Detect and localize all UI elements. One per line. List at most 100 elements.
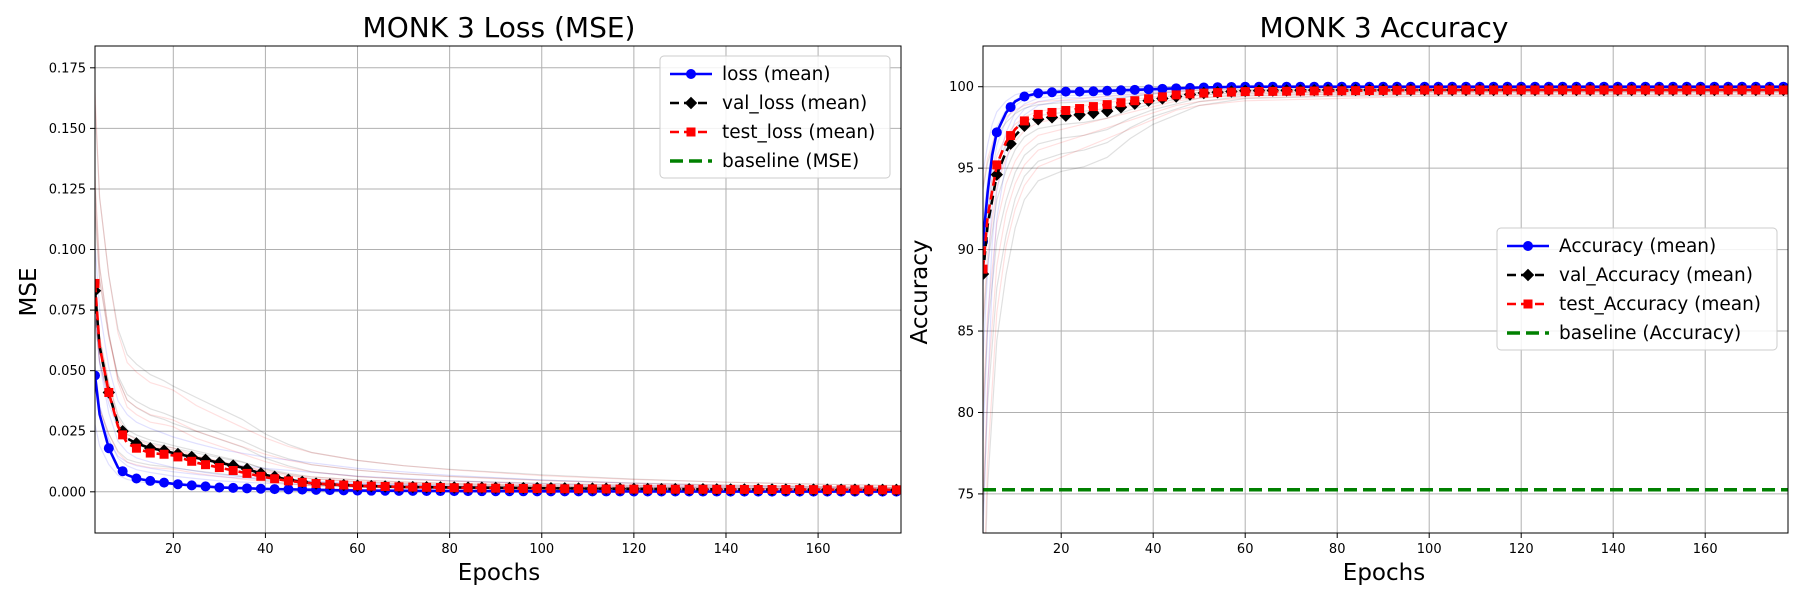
data-point [145, 448, 155, 458]
data-point [1709, 85, 1719, 95]
x-tick-label: 140 [1601, 542, 1626, 557]
data-point [422, 482, 432, 492]
accuracy-series-0 [983, 81, 1788, 247]
data-point [366, 481, 376, 491]
data-point [1047, 87, 1057, 98]
data-point [380, 481, 390, 491]
data-point [1696, 85, 1706, 95]
data-point [532, 484, 542, 494]
data-point [1295, 86, 1305, 96]
legend-marker [1521, 268, 1535, 282]
data-point [1364, 86, 1374, 96]
data-point [1240, 87, 1250, 97]
data-point [270, 474, 280, 484]
run-trace [95, 211, 901, 489]
data-point [1406, 85, 1416, 95]
data-point [1461, 85, 1471, 95]
data-point [767, 485, 777, 495]
data-point [1130, 96, 1140, 106]
data-point [104, 387, 114, 397]
data-point [1254, 86, 1264, 96]
x-tick-label: 20 [165, 542, 182, 557]
run-trace [95, 424, 901, 493]
data-point [1143, 84, 1154, 95]
accuracy-series-2 [983, 85, 1788, 274]
data-point [394, 482, 404, 492]
data-point [159, 449, 169, 459]
data-point [1019, 91, 1030, 102]
data-point [753, 484, 763, 494]
data-point [1171, 90, 1181, 100]
data-point [187, 456, 197, 466]
data-point [1751, 85, 1761, 95]
run-trace [95, 244, 901, 489]
run-trace [95, 104, 901, 487]
data-point [1157, 83, 1168, 94]
data-point [95, 278, 100, 288]
data-point [283, 484, 294, 495]
data-point [983, 264, 988, 274]
data-point [435, 483, 445, 493]
data-point [103, 443, 114, 454]
legend-label: val_Accuracy (mean) [1559, 265, 1753, 286]
y-tick-label: 0.175 [49, 61, 86, 76]
x-tick-label: 100 [529, 542, 554, 557]
data-point [878, 485, 888, 495]
data-point [684, 484, 694, 494]
x-tick-label: 60 [1237, 542, 1254, 557]
legend-label: loss (mean) [722, 64, 831, 85]
accuracy-chart-xlabel: Epochs [1343, 560, 1425, 586]
data-point [1116, 85, 1126, 96]
data-point [1102, 100, 1112, 110]
data-point [1061, 105, 1071, 115]
data-point [1047, 107, 1057, 117]
y-tick-label: 85 [957, 325, 974, 340]
data-point [574, 484, 584, 494]
run-trace [95, 377, 901, 492]
legend-marker [686, 127, 696, 137]
x-tick-label: 160 [806, 542, 831, 557]
data-point [297, 477, 307, 487]
data-point [864, 485, 874, 495]
data-point [1640, 85, 1650, 95]
data-point [1033, 109, 1043, 119]
data-point [339, 480, 349, 490]
data-point [1475, 85, 1485, 95]
x-tick-label: 80 [441, 542, 458, 557]
legend-label: Accuracy (mean) [1559, 236, 1716, 257]
data-point [698, 484, 708, 494]
data-point [560, 484, 570, 494]
y-tick-label: 0.150 [49, 122, 86, 137]
legend-label: baseline (Accuracy) [1559, 323, 1741, 344]
data-point [1199, 88, 1209, 98]
run-trace [984, 95, 1788, 533]
y-tick-label: 0.025 [49, 425, 86, 440]
legend-marker [1523, 299, 1533, 309]
series-line [983, 88, 1788, 270]
data-point [1447, 85, 1457, 95]
data-point [1116, 98, 1126, 108]
legend-label: baseline (MSE) [722, 151, 859, 172]
x-tick-label: 160 [1693, 542, 1718, 557]
y-tick-label: 0.075 [49, 304, 86, 319]
data-point [131, 473, 142, 484]
data-point [242, 468, 252, 478]
loss-axes-frame [94, 45, 902, 534]
legend-marker [1523, 241, 1533, 251]
legend-label: test_loss (mean) [722, 122, 875, 143]
accuracy-chart-title: MONK 3 Accuracy [1260, 11, 1509, 44]
accuracy-chart-ylabel: Accuracy [907, 239, 933, 344]
data-point [739, 484, 749, 494]
data-point [118, 430, 128, 440]
data-point [449, 483, 459, 493]
data-point [991, 127, 1002, 138]
x-tick-label: 40 [1145, 542, 1162, 557]
data-point [172, 479, 183, 490]
legend-label: val_loss (mean) [722, 93, 867, 114]
data-point [477, 483, 487, 493]
data-point [1337, 86, 1347, 96]
x-tick-label: 60 [349, 542, 366, 557]
data-point [1392, 85, 1402, 95]
data-point [808, 485, 818, 495]
x-tick-label: 80 [1329, 542, 1346, 557]
